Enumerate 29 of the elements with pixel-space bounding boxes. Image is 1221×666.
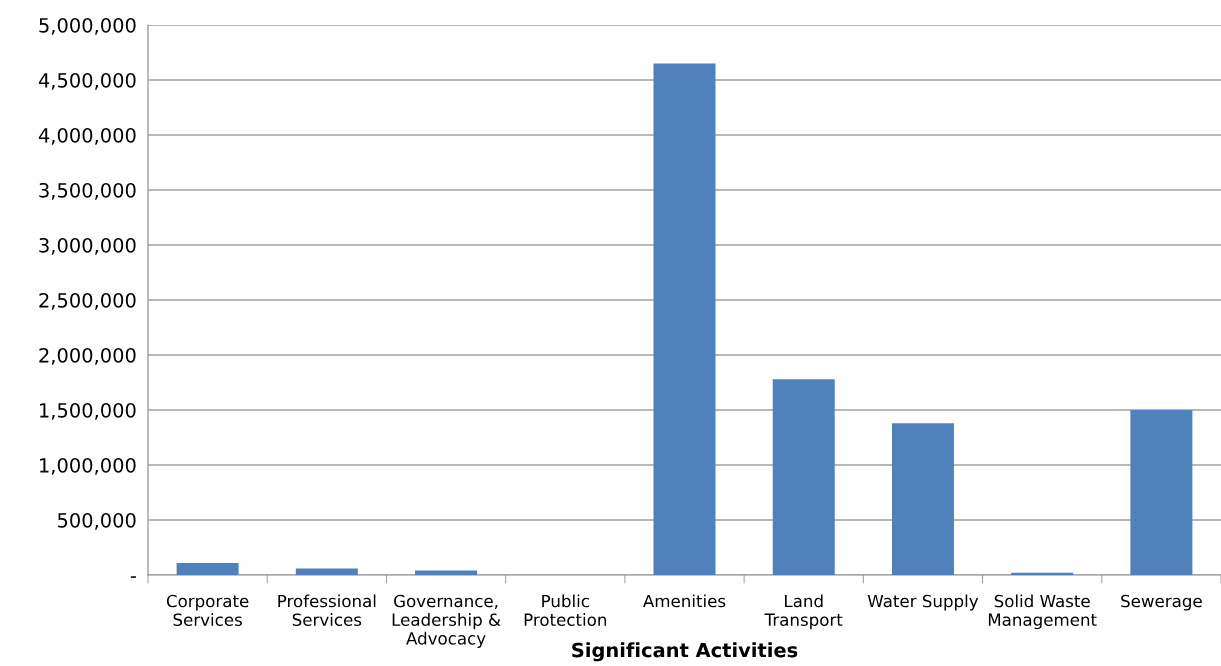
- bar: [1130, 410, 1193, 575]
- x-tick-label: Corporate Services: [166, 594, 249, 627]
- bar: [176, 562, 239, 575]
- x-tick-label: Amenities: [643, 594, 726, 608]
- y-tick-label: 4,500,000: [38, 72, 136, 90]
- x-tick-label: Solid Waste Management: [988, 594, 1097, 630]
- x-tick-label: Water Supply: [867, 594, 979, 611]
- x-tick-label: Land Transport: [764, 594, 843, 630]
- bar: [415, 570, 478, 575]
- y-tick-label: 500,000: [57, 512, 136, 530]
- x-axis-title: Significant Activities: [572, 642, 798, 662]
- y-tick-label: -: [130, 576, 136, 578]
- y-tick-label: 1,000,000: [40, 457, 136, 475]
- y-tick-label: 4,000,000: [38, 127, 136, 145]
- y-tick-label: 2,000,000: [39, 347, 136, 365]
- bar: [772, 379, 835, 575]
- y-tick-label: 5,000,000: [39, 17, 136, 35]
- x-tick-label: Public Protection: [524, 594, 607, 627]
- bar: [295, 568, 358, 575]
- bar: [1011, 572, 1074, 575]
- x-tick-label: Governance, Leadership & Advocacy: [392, 594, 501, 648]
- x-tick-label: Professional Services: [278, 594, 376, 627]
- y-tick-label: 3,000,000: [39, 237, 136, 255]
- y-tick-label: 1,500,000: [40, 402, 136, 420]
- x-tick-label: Sewerage: [1121, 594, 1202, 611]
- y-tick-label: 3,500,000: [39, 182, 136, 200]
- y-tick-label: 2,500,000: [39, 292, 136, 310]
- bar: [653, 63, 716, 575]
- bar: [891, 423, 954, 575]
